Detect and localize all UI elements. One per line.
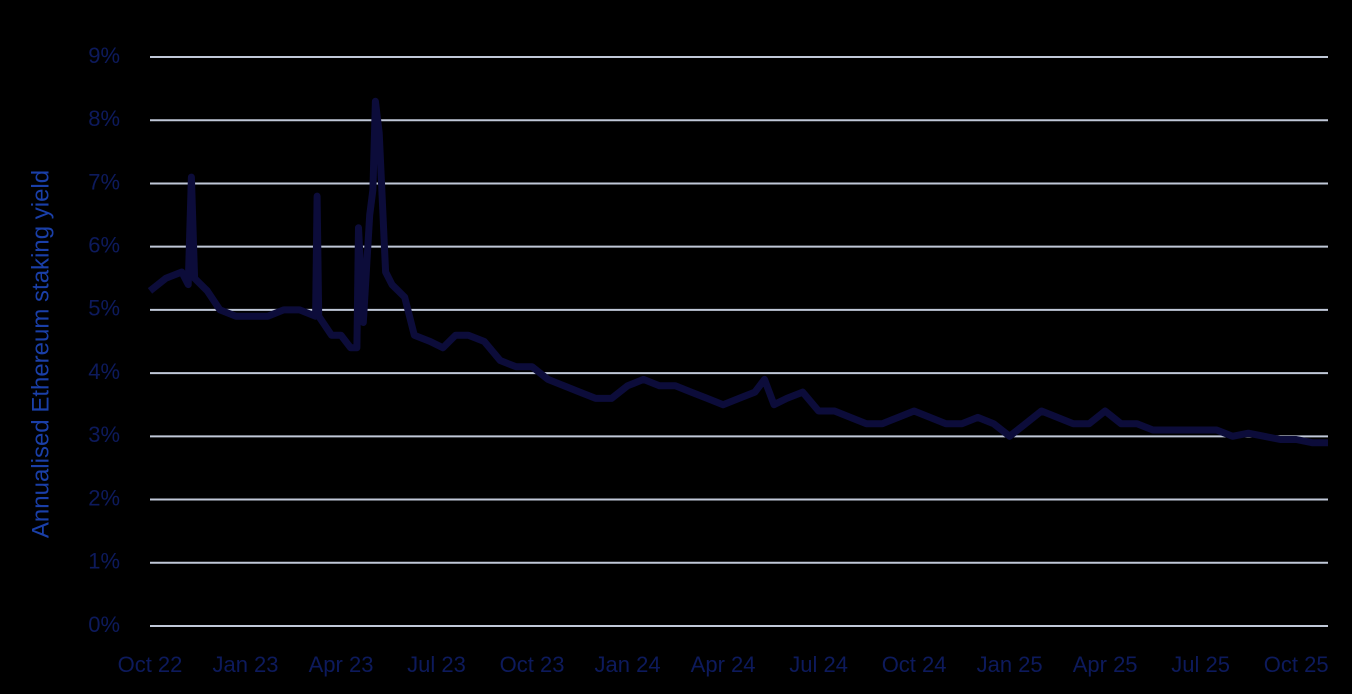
- y-tick-label: 1%: [88, 549, 120, 574]
- x-tick-label: Apr 24: [691, 652, 756, 677]
- y-tick-label: 0%: [88, 612, 120, 637]
- x-tick-label: Jul 23: [407, 652, 466, 677]
- x-tick-label: Jul 24: [789, 652, 848, 677]
- x-tick-label: Oct 23: [500, 652, 565, 677]
- y-tick-label: 6%: [88, 232, 120, 257]
- x-tick-label: Jan 23: [212, 652, 278, 677]
- y-tick-label: 7%: [88, 169, 120, 194]
- y-tick-label: 2%: [88, 485, 120, 510]
- data-line: [147, 97, 1328, 447]
- y-tick-label: 5%: [88, 296, 120, 321]
- y-axis-title: Annualised Ethereum staking yield: [27, 170, 54, 538]
- x-tick-label: Jul 25: [1171, 652, 1230, 677]
- x-tick-label: Jan 24: [595, 652, 661, 677]
- y-tick-label: 8%: [88, 106, 120, 131]
- x-tick-label: Oct 25: [1264, 652, 1329, 677]
- x-tick-label: Apr 23: [309, 652, 374, 677]
- y-tick-label: 4%: [88, 359, 120, 384]
- y-tick-label: 3%: [88, 422, 120, 447]
- x-tick-label: Oct 24: [882, 652, 947, 677]
- x-tick-label: Jan 25: [977, 652, 1043, 677]
- x-tick-label: Apr 25: [1073, 652, 1138, 677]
- x-tick-label: Oct 22: [118, 652, 183, 677]
- y-tick-label: 9%: [88, 43, 120, 68]
